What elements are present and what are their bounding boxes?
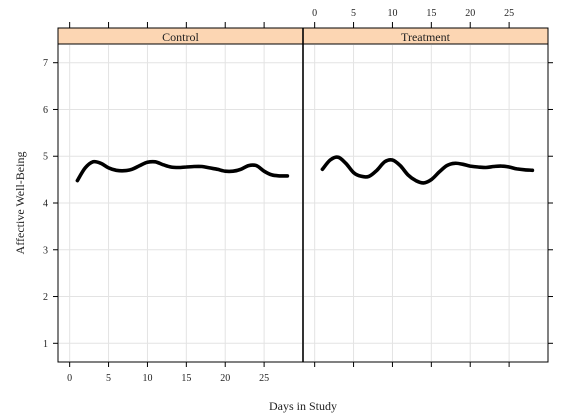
y-tick-label: 5 [43,152,48,163]
x-tick-label-top: 25 [504,8,514,19]
x-tick-label: 0 [67,373,72,384]
x-tick-label: 25 [259,373,269,384]
series-line-treatment [320,155,535,185]
x-tick-label: 15 [181,373,191,384]
x-tick-label-top: 20 [465,8,475,19]
strip-label-treatment: Treatment [401,30,451,44]
y-tick-label: 4 [43,199,48,210]
x-axis-title: Days in Study [269,399,337,413]
y-axis-title: Affective Well-Being [13,152,27,255]
strip-label-control: Control [162,30,199,44]
x-tick-label-top: 15 [426,8,436,19]
y-tick-label: 2 [43,292,48,303]
y-tick-label: 7 [43,58,48,69]
y-tick-label: 6 [43,105,48,116]
y-tick-label: 1 [43,339,48,350]
x-tick-label-top: 0 [312,8,317,19]
x-tick-label: 20 [220,373,230,384]
x-tick-label-top: 10 [387,8,397,19]
x-tick-label-top: 5 [351,8,356,19]
x-tick-label: 10 [142,373,152,384]
x-tick-label: 5 [106,373,111,384]
y-tick-label: 3 [43,245,48,256]
series-line-control [75,159,290,183]
